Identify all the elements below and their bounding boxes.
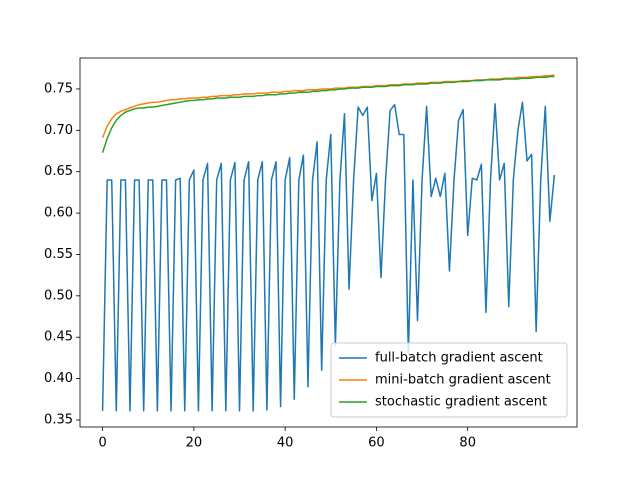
y-tick-label: 0.50 bbox=[44, 288, 73, 303]
legend-label: full-batch gradient ascent bbox=[375, 351, 543, 366]
legend-box bbox=[330, 342, 568, 418]
y-tick-label: 0.40 bbox=[44, 371, 73, 386]
x-tick-label: 80 bbox=[459, 436, 476, 451]
line-series bbox=[101, 101, 556, 412]
legend-label: stochastic gradient ascent bbox=[375, 395, 547, 410]
line-series bbox=[101, 75, 555, 153]
legend-label: mini-batch gradient ascent bbox=[375, 373, 551, 388]
y-tick-label: 0.45 bbox=[44, 330, 73, 345]
y-tick-label: 0.35 bbox=[44, 412, 73, 427]
x-tick-label: 60 bbox=[368, 436, 385, 451]
x-tick-label: 0 bbox=[98, 436, 106, 451]
y-tick-label: 0.70 bbox=[44, 123, 73, 138]
x-tick-label: 20 bbox=[186, 436, 203, 451]
y-tick-label: 0.60 bbox=[44, 206, 73, 221]
x-tick-label: 40 bbox=[277, 436, 294, 451]
plot-frame bbox=[79, 57, 578, 428]
y-tick-label: 0.75 bbox=[44, 81, 73, 96]
y-tick-label: 0.65 bbox=[44, 164, 73, 179]
y-tick-label: 0.55 bbox=[44, 247, 73, 262]
line-series bbox=[101, 74, 555, 139]
